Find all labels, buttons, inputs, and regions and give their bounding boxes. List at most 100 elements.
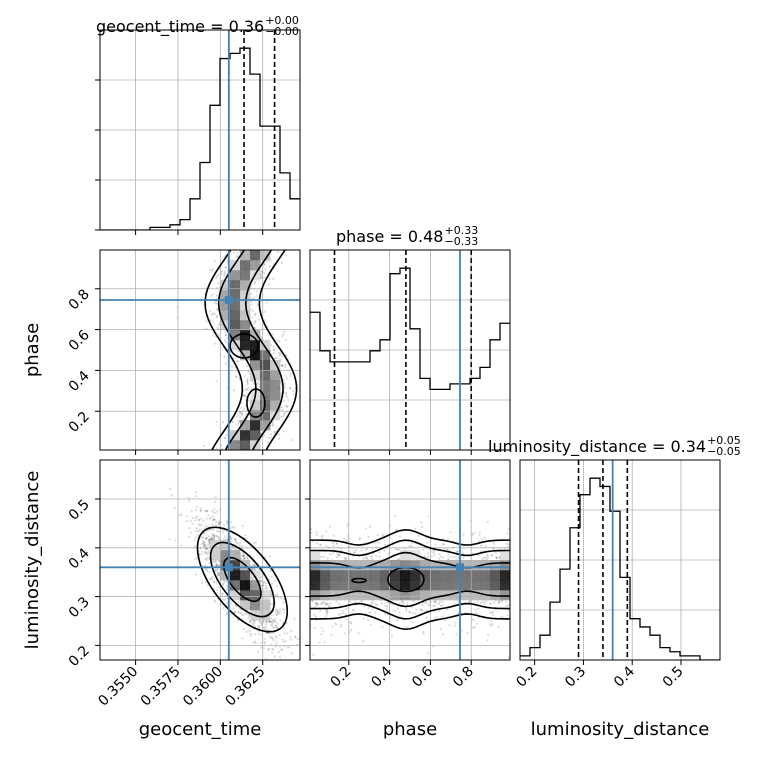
sample-point bbox=[449, 531, 452, 534]
truth-cross bbox=[100, 250, 300, 450]
sample-point bbox=[263, 642, 266, 645]
density-cell bbox=[220, 310, 231, 321]
sample-point bbox=[220, 271, 223, 274]
truth-marker bbox=[224, 296, 233, 304]
density-cell bbox=[420, 590, 431, 601]
sample-point bbox=[251, 309, 254, 313]
density-cell bbox=[310, 590, 321, 601]
sample-point bbox=[374, 611, 377, 614]
sample-point bbox=[390, 635, 393, 638]
sample-point bbox=[195, 527, 198, 530]
sample-point bbox=[329, 602, 332, 605]
sample-point bbox=[274, 594, 278, 597]
sample-point bbox=[362, 617, 365, 620]
sample-point bbox=[310, 392, 312, 394]
sample-point bbox=[421, 525, 424, 529]
truth-marker bbox=[456, 563, 464, 572]
sample-point bbox=[280, 415, 283, 419]
sample-point bbox=[224, 341, 228, 344]
density-cell bbox=[230, 300, 241, 311]
sample-point bbox=[263, 276, 266, 279]
sample-point bbox=[442, 633, 445, 636]
sample-point bbox=[235, 375, 238, 378]
density-cell bbox=[230, 280, 241, 291]
density-cell bbox=[230, 560, 241, 571]
sample-point bbox=[323, 640, 326, 644]
sample-point bbox=[365, 557, 368, 560]
y-axis-label-luminosity_distance: luminosity_distance bbox=[22, 471, 43, 650]
panel-frame bbox=[309, 459, 511, 661]
sample-point bbox=[320, 555, 323, 558]
sample-point bbox=[229, 601, 232, 605]
sample-point bbox=[223, 598, 227, 601]
sample-point bbox=[204, 524, 208, 528]
sample-point bbox=[203, 543, 206, 547]
sample-point bbox=[245, 388, 249, 391]
sample-point bbox=[314, 615, 317, 618]
sample-point bbox=[473, 626, 476, 629]
density-cell bbox=[250, 590, 261, 601]
sample-point bbox=[195, 505, 198, 508]
sample-point bbox=[224, 362, 227, 365]
sample-point bbox=[328, 604, 331, 607]
sample-point bbox=[338, 554, 341, 557]
sample-point bbox=[206, 529, 209, 533]
sample-point bbox=[279, 596, 283, 599]
sample-point bbox=[248, 614, 251, 618]
sample-point bbox=[278, 608, 282, 611]
sample-point bbox=[249, 634, 252, 638]
x-tick-label: 0.6 bbox=[409, 663, 436, 690]
sample-point bbox=[268, 663, 270, 665]
sample-point bbox=[207, 535, 211, 538]
title-minus-error: −0.33 bbox=[444, 235, 478, 248]
sample-point bbox=[270, 575, 274, 578]
sample-point bbox=[395, 528, 398, 531]
sample-point bbox=[270, 620, 273, 623]
sample-point bbox=[271, 421, 274, 424]
sample-point bbox=[206, 584, 209, 587]
density-cell bbox=[500, 570, 510, 581]
title-plus-error: +0.05 bbox=[707, 434, 741, 447]
contour-line bbox=[310, 613, 510, 631]
sample-point bbox=[265, 625, 268, 629]
sample-point bbox=[218, 334, 221, 337]
sample-point bbox=[279, 619, 282, 622]
density-cell bbox=[240, 350, 251, 361]
density-cell bbox=[380, 580, 391, 591]
sample-point bbox=[225, 584, 229, 587]
sample-point bbox=[364, 527, 368, 530]
sample-point bbox=[341, 612, 345, 615]
sample-point bbox=[236, 360, 239, 363]
x-tick-label: 0.4 bbox=[611, 663, 638, 690]
sample-point bbox=[186, 515, 189, 518]
sample-point bbox=[263, 637, 266, 640]
sample-point bbox=[190, 510, 193, 513]
sample-point bbox=[288, 386, 292, 390]
sample-point bbox=[337, 554, 340, 557]
sample-point bbox=[240, 612, 243, 615]
sample-point bbox=[254, 640, 257, 643]
sample-point bbox=[368, 525, 372, 528]
sample-point bbox=[468, 600, 471, 604]
sample-point bbox=[198, 528, 201, 532]
sample-point bbox=[204, 558, 207, 561]
sample-point bbox=[454, 621, 457, 624]
histogram-bin bbox=[380, 340, 390, 450]
density-cell bbox=[270, 400, 281, 411]
sample-point bbox=[438, 552, 441, 556]
histogram-bin bbox=[560, 569, 570, 660]
sample-point bbox=[211, 515, 214, 518]
density-cell bbox=[230, 590, 241, 601]
sample-point bbox=[168, 487, 172, 491]
sample-point bbox=[420, 558, 423, 561]
sample-point bbox=[453, 602, 456, 605]
sample-point bbox=[303, 629, 305, 631]
sample-point bbox=[218, 323, 221, 326]
sample-point bbox=[257, 382, 261, 385]
sample-point bbox=[441, 600, 444, 603]
sample-point bbox=[248, 620, 252, 623]
sample-point bbox=[371, 555, 374, 558]
sample-point bbox=[270, 603, 274, 606]
sample-point bbox=[234, 540, 238, 543]
sample-point bbox=[282, 412, 286, 415]
